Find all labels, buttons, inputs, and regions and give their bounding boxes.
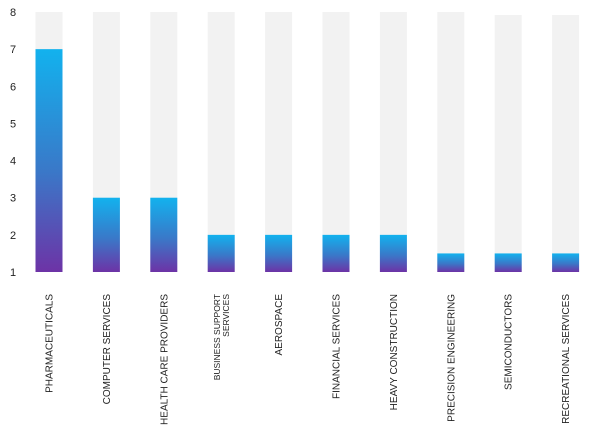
data-bars [35, 49, 580, 273]
category-label-line: BUSINESS SUPPORT [212, 294, 222, 380]
bar [92, 197, 120, 272]
category-label-line: HEAVY CONSTRUCTION [389, 294, 400, 410]
category-label-line: FINANCIAL SERVICES [332, 294, 343, 399]
bar [150, 197, 178, 272]
background-bars [35, 12, 580, 272]
category-label-line: COMPUTER SERVICES [102, 294, 113, 405]
category-label-line: RECREATIONAL SERVICES [561, 294, 572, 424]
bar [437, 253, 465, 272]
bar [379, 234, 407, 272]
category-label: PHARMACEUTICALS [45, 294, 56, 393]
category-label: BUSINESS SUPPORTSERVICES [212, 294, 231, 381]
category-label: HEALTH CARE PROVIDERS [159, 294, 170, 425]
category-label-line: AEROSPACE [274, 294, 285, 356]
bar [552, 253, 580, 272]
y-tick-label: 4 [10, 156, 16, 168]
y-axis: 1 2 3 4 5 6 7 8 [10, 7, 16, 279]
category-label: HEAVY CONSTRUCTION [389, 294, 400, 410]
background-bar [379, 12, 407, 272]
bar [35, 49, 63, 273]
y-tick-label: 6 [10, 81, 16, 93]
y-tick-label: 1 [10, 267, 16, 279]
background-bar [552, 15, 580, 272]
category-label-line: SEMICONDUCTORS [504, 294, 515, 390]
y-tick-label: 7 [10, 44, 16, 56]
y-tick-label: 2 [10, 230, 16, 242]
category-label: AEROSPACE [274, 294, 285, 356]
y-tick-label: 8 [10, 7, 16, 19]
category-label: RECREATIONAL SERVICES [561, 294, 572, 424]
bar [207, 234, 235, 272]
category-label: PRECISION ENGINEERING [446, 294, 457, 422]
category-label-line: SERVICES [221, 294, 231, 337]
background-bar [322, 12, 350, 272]
bar [494, 253, 522, 272]
y-tick-label: 5 [10, 118, 16, 130]
background-bar [265, 12, 293, 272]
bar [322, 234, 350, 272]
background-bar [437, 12, 465, 272]
category-label-line: HEALTH CARE PROVIDERS [159, 294, 170, 425]
category-label: FINANCIAL SERVICES [332, 294, 343, 399]
x-axis-labels: PHARMACEUTICALS COMPUTER SERVICES HEALTH C… [45, 294, 573, 425]
background-bar [207, 12, 235, 272]
category-label: SEMICONDUCTORS [504, 294, 515, 390]
bar [265, 234, 293, 272]
category-label: COMPUTER SERVICES [102, 294, 113, 405]
y-tick-label: 3 [10, 193, 16, 205]
category-label-line: PHARMACEUTICALS [45, 294, 56, 393]
background-bar [494, 15, 522, 272]
category-label-line: PRECISION ENGINEERING [446, 294, 457, 422]
